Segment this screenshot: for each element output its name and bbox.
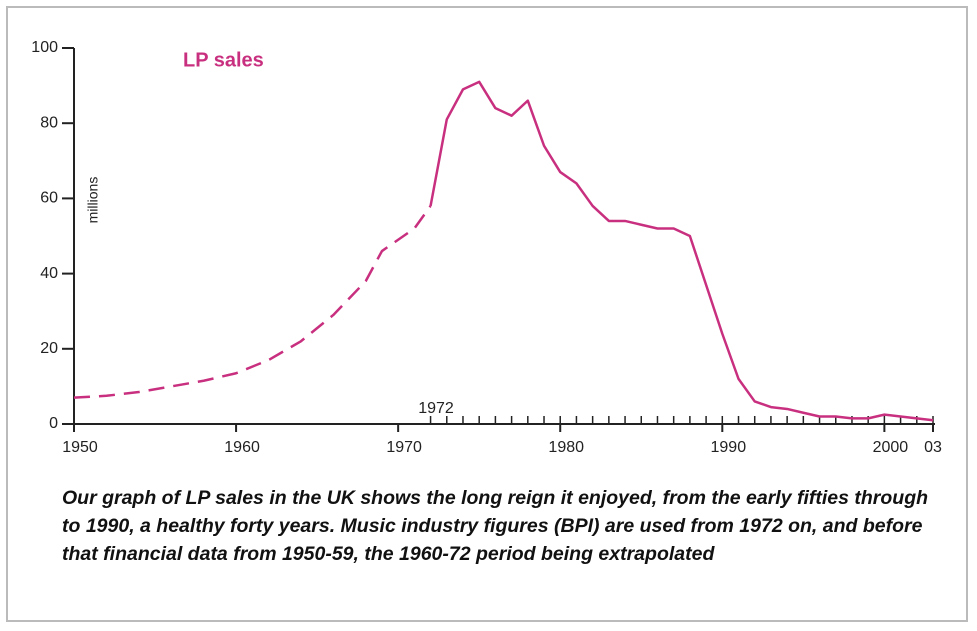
x-tick-label: 1950 <box>62 439 98 456</box>
y-axis-label: millions <box>85 177 101 224</box>
x-tick-label: 1960 <box>224 439 260 456</box>
caption: Our graph of LP sales in the UK shows th… <box>62 487 929 565</box>
chart-title: LP sales <box>183 49 264 71</box>
y-tick-label: 60 <box>40 190 58 207</box>
x-tick-label: 2000 <box>873 439 909 456</box>
series-line <box>73 205 432 399</box>
x-tick-label: 1970 <box>386 439 422 456</box>
y-tick-label: 0 <box>49 415 58 432</box>
y-tick-label: 40 <box>40 265 58 282</box>
y-tick-label: 20 <box>40 340 58 357</box>
series-line <box>429 80 934 422</box>
x-tick-label: 1980 <box>548 439 584 456</box>
y-tick-label: 80 <box>40 114 58 131</box>
x-tick-label: 03 <box>924 439 942 456</box>
frame <box>6 6 968 622</box>
y-tick-label: 100 <box>31 39 58 56</box>
annotation: 1972 <box>418 400 454 417</box>
x-tick-label: 1990 <box>711 439 747 456</box>
